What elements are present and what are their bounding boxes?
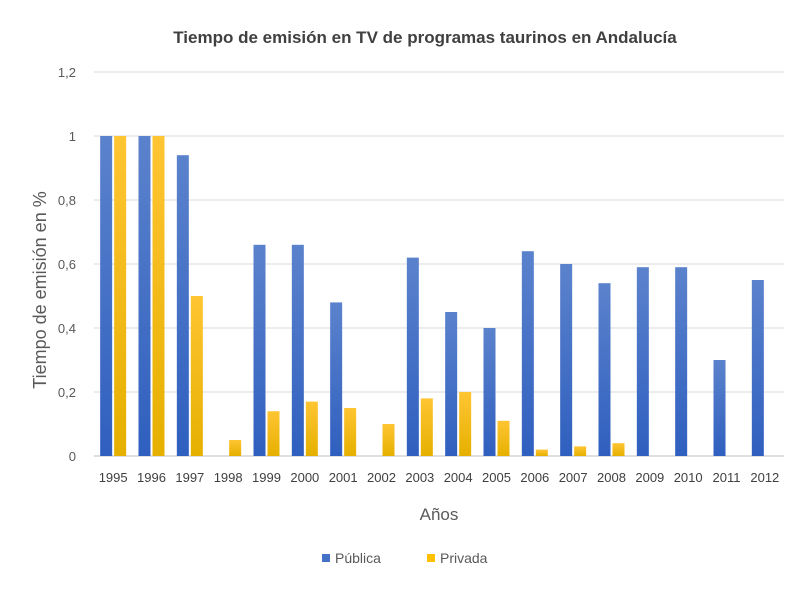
bar-privada-2002 [382, 424, 395, 456]
x-tick-label: 2006 [520, 470, 549, 485]
bar-publica-1995 [100, 136, 113, 456]
bar-privada-1999 [267, 411, 280, 456]
x-tick-label: 2004 [444, 470, 473, 485]
x-tick-label: 2007 [559, 470, 588, 485]
x-tick-label: 2008 [597, 470, 626, 485]
y-tick-label: 0 [69, 449, 76, 464]
bar-privada-1995 [114, 136, 127, 456]
x-tick-label: 2011 [713, 470, 741, 485]
x-tick-label: 1999 [252, 470, 281, 485]
y-tick-label: 0,4 [58, 321, 76, 336]
x-tick-label: 1995 [99, 470, 128, 485]
legend-label: Pública [335, 550, 381, 566]
bar-privada-2005 [497, 420, 510, 456]
y-tick-label: 0,2 [58, 385, 76, 400]
bar-privada-1998 [229, 440, 242, 456]
bar-privada-2007 [574, 446, 587, 456]
x-tick-label: 2009 [635, 470, 664, 485]
y-axis-label: Tiempo de emisión en % [30, 191, 50, 388]
bar-publica-2009 [636, 267, 649, 456]
bar-publica-2000 [291, 244, 304, 456]
x-tick-label: 1998 [214, 470, 243, 485]
bar-publica-2008 [598, 283, 611, 456]
legend-swatch-0 [322, 554, 330, 562]
x-axis-label: Años [420, 505, 459, 524]
x-tick-label: 2003 [405, 470, 434, 485]
y-tick-label: 0,6 [58, 257, 76, 272]
chart-title: Tiempo de emisión en TV de programas tau… [173, 28, 677, 47]
x-tick-label: 2000 [290, 470, 319, 485]
y-tick-label: 1,2 [58, 65, 76, 80]
bar-publica-2007 [560, 264, 573, 456]
x-tick-label: 2002 [367, 470, 396, 485]
bar-publica-2001 [330, 302, 343, 456]
x-tick-label: 1996 [137, 470, 166, 485]
bar-publica-2012 [751, 280, 764, 456]
bar-publica-1999 [253, 244, 266, 456]
x-tick-label: 2001 [329, 470, 358, 485]
y-tick-label: 1 [69, 129, 76, 144]
bar-publica-2005 [483, 328, 496, 456]
legend-label: Privada [440, 550, 488, 566]
bar-publica-2003 [406, 257, 419, 456]
bar-publica-2004 [445, 312, 458, 456]
bar-privada-2001 [344, 408, 357, 456]
legend-swatch-1 [427, 554, 435, 562]
bar-privada-2008 [612, 443, 625, 456]
bar-privada-2000 [305, 401, 318, 456]
x-tick-label: 2012 [750, 470, 779, 485]
x-tick-label: 1997 [175, 470, 204, 485]
bar-publica-2011 [713, 360, 726, 456]
x-tick-label: 2005 [482, 470, 511, 485]
bar-publica-2006 [521, 251, 534, 456]
bar-privada-2004 [459, 392, 472, 456]
bar-privada-2006 [535, 449, 548, 456]
bar-privada-2003 [420, 398, 433, 456]
bar-privada-1996 [152, 136, 165, 456]
bar-privada-1997 [190, 296, 203, 456]
bar-publica-1997 [176, 155, 189, 456]
y-tick-label: 0,8 [58, 193, 76, 208]
x-tick-label: 2010 [674, 470, 703, 485]
bar-publica-2010 [675, 267, 688, 456]
bar-publica-1996 [138, 136, 151, 456]
